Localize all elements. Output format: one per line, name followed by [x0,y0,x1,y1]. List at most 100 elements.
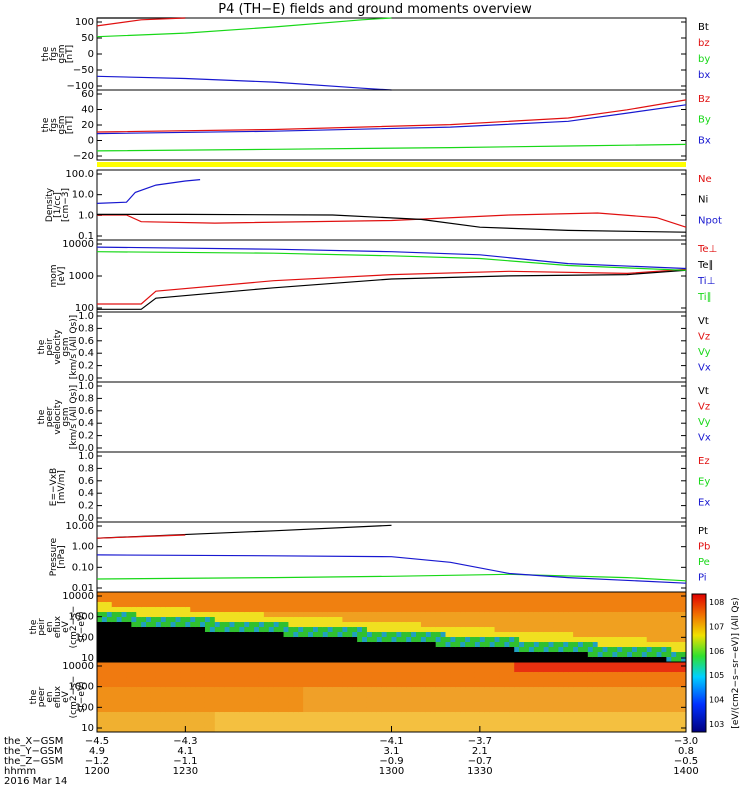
heatmap-cell [234,682,240,688]
heatmap-cell [553,637,559,643]
heatmap-cell [190,642,196,648]
heatmap-cell [597,722,604,728]
heatmap-cell [209,612,216,618]
heatmap-cell [661,697,667,703]
heatmap-cell [303,637,309,643]
heatmap-cell [155,632,162,638]
heatmap-cell [195,657,201,663]
heatmap-cell [254,622,260,628]
heatmap-cell [273,672,280,678]
heatmap-cell [435,682,442,688]
heatmap-cell [440,692,446,698]
heatmap-cell [548,607,554,613]
heatmap-cell [293,722,299,728]
heatmap-cell [136,647,142,653]
heatmap-cell [435,602,442,608]
heatmap-cell [317,682,324,688]
heatmap-cell [381,652,388,658]
heatmap-cell [327,722,334,728]
heatmap-cell [514,607,520,613]
heatmap-cell [661,617,667,623]
heatmap-cell [219,677,226,683]
heatmap-cell [298,717,304,723]
heatmap-cell [366,712,373,718]
heatmap-cell [131,707,137,713]
heatmap-cell [332,722,339,728]
heatmap-cell [298,627,304,633]
legend-entry-Vz: Vz [698,402,710,413]
heatmap-cell [146,597,152,603]
heatmap-cell [440,647,446,653]
heatmap-cell [636,667,643,673]
heatmap-cell [322,727,329,733]
heatmap-cell [224,657,231,663]
heatmap-cell [528,592,535,598]
heatmap-cell [293,692,299,698]
heatmap-cell [455,657,461,663]
heatmap-cell [263,617,270,623]
heatmap-cell [273,692,280,698]
heatmap-cell [651,637,658,643]
heatmap-cell [111,607,118,613]
heatmap-cell [416,677,422,683]
heatmap-cell [622,647,628,653]
heatmap-cell [258,607,265,613]
heatmap-cell [553,702,559,708]
heatmap-cell [607,612,613,618]
heatmap-cell [391,662,397,668]
heatmap-cell [106,652,113,658]
heatmap-cell [244,717,250,723]
heatmap-cell [263,632,270,638]
heatmap-cell [293,707,299,713]
heatmap-cell [425,672,432,678]
heatmap-cell [656,642,662,648]
heatmap-cell [185,652,191,658]
heatmap-cell [381,687,388,693]
heatmap-cell [146,677,152,683]
heatmap-cell [465,622,471,628]
heatmap-cell [666,637,672,643]
heatmap-cell [509,607,515,613]
heatmap-cell [362,617,368,623]
heatmap-cell [568,692,574,698]
heatmap-cell [612,622,618,628]
heatmap-cell [671,702,677,708]
heatmap-cell [190,692,196,698]
heatmap-cell [106,697,113,703]
heatmap-cell [504,702,510,708]
heatmap-cell [455,712,461,718]
heatmap-cell [587,677,594,683]
heatmap-cell [376,707,383,713]
heatmap-cell [244,692,250,698]
heatmap-cell [514,712,520,718]
heatmap-cell [592,722,599,728]
heatmap-cell [195,602,201,608]
heatmap-cell [190,657,196,663]
heatmap-cell [136,622,142,628]
heatmap-cell [602,727,608,733]
heatmap-cell [470,622,476,628]
heatmap-cell [563,642,569,648]
colorbar-tick-label: 104 [709,696,724,705]
heatmap-cell [470,617,476,623]
heatmap-cell [155,592,162,598]
heatmap-cell [391,677,397,683]
heatmap-cell [538,612,545,618]
heatmap-cell [146,687,152,693]
heatmap-cell [283,627,289,633]
heatmap-cell [357,652,363,658]
heatmap-cell [312,642,319,648]
heatmap-cell [224,592,231,598]
heatmap-cell [455,662,461,668]
heatmap-cell [303,707,309,713]
heatmap-cell [636,607,643,613]
heatmap-cell [568,667,574,673]
heatmap-cell [430,647,437,653]
heatmap-cell [622,697,628,703]
heatmap-cell [612,687,618,693]
heatmap-cell [170,697,177,703]
heatmap-cell [514,727,520,733]
heatmap-cell [165,707,172,713]
heatmap-cell [224,717,231,723]
heatmap-cell [293,627,299,633]
